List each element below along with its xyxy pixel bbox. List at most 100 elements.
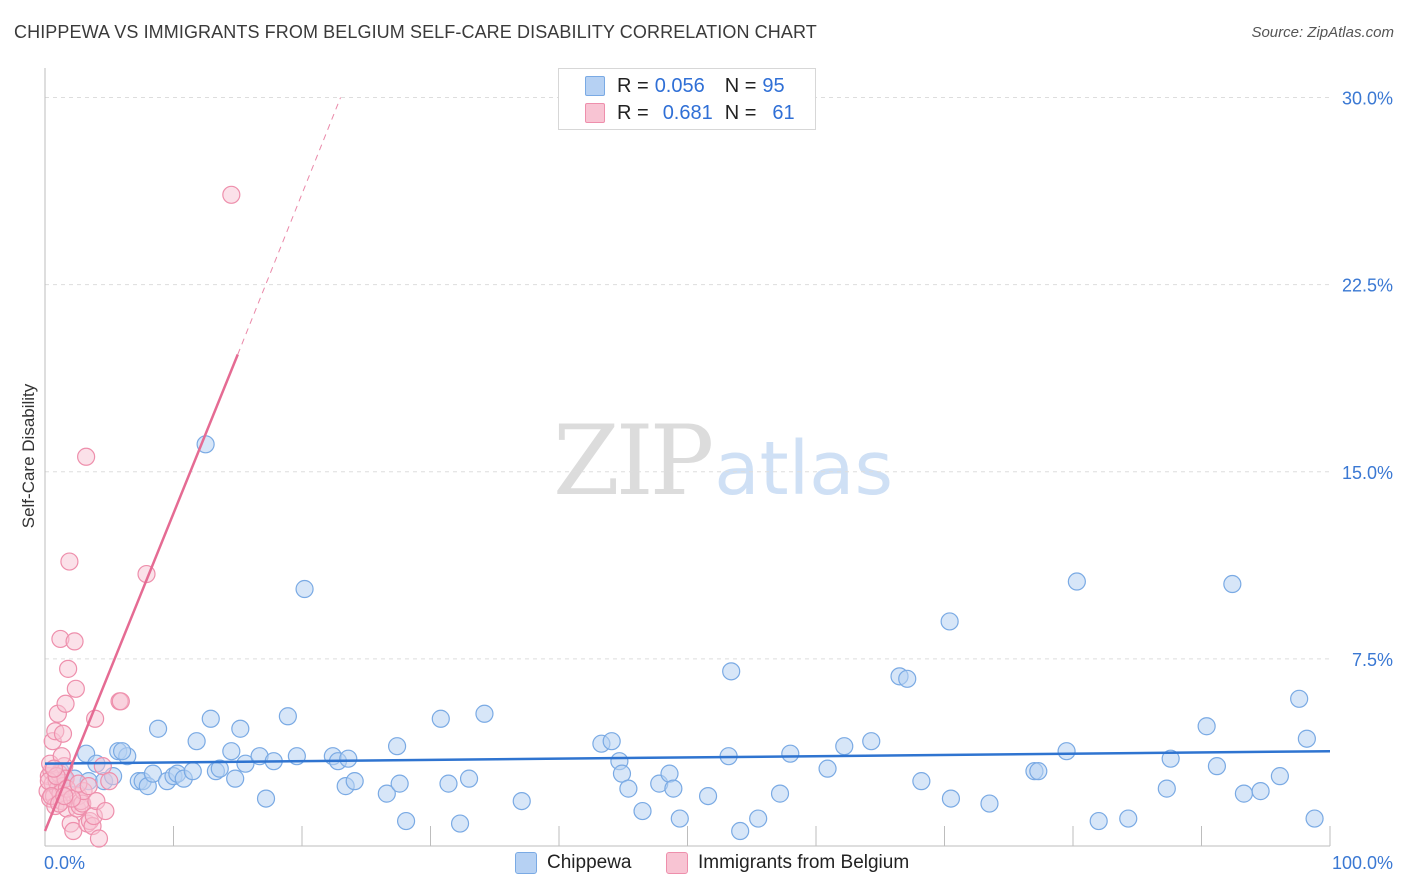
stats-legend: R = 0.056 N = 95 R = 0.681 N = 61: [558, 68, 816, 130]
chippewa-point: [660, 764, 679, 783]
belgium-point: [59, 659, 78, 678]
r-label: R =: [617, 74, 649, 97]
chippewa-point: [612, 764, 632, 783]
chippewa-point: [387, 737, 407, 756]
chippewa-point: [345, 772, 364, 791]
chippewa-point: [602, 732, 621, 751]
chippewa-point: [512, 791, 531, 811]
stats-legend-row-belgium: R = 0.681 N = 61: [585, 100, 795, 126]
chippewa-point: [148, 719, 168, 738]
chippewa-point: [390, 774, 409, 793]
belgium-point: [111, 692, 130, 711]
chippewa-point: [633, 801, 652, 821]
chart-title: CHIPPEWA VS IMMIGRANTS FROM BELGIUM SELF…: [14, 22, 817, 42]
y-axis-label: Self-Care Disability: [19, 383, 38, 528]
chippewa-point: [835, 737, 854, 756]
chippewa-point: [278, 707, 297, 726]
chippewa-point: [1207, 757, 1227, 776]
chippewa-point: [222, 742, 241, 761]
chippewa-point: [1223, 574, 1242, 594]
chippewa-point: [1157, 779, 1176, 798]
belgium-point: [66, 679, 85, 698]
chippewa-point: [295, 579, 314, 599]
belgium-point: [79, 777, 98, 796]
chippewa-point: [940, 612, 959, 631]
chippewa-point: [112, 742, 132, 761]
y-tick-label: 7.5%: [1352, 650, 1393, 670]
chippewa-point: [439, 774, 458, 793]
series-legend: Chippewa Immigrants from Belgium: [0, 850, 1406, 878]
belgium-point: [89, 829, 109, 848]
belgium-point: [53, 724, 73, 743]
chippewa-point: [941, 789, 961, 808]
chippewa-point: [1234, 784, 1254, 803]
x-tick-label-min: 0.0%: [44, 853, 85, 873]
chippewa-point: [862, 732, 881, 751]
chippewa-point: [749, 809, 768, 828]
n-label: N =: [724, 101, 757, 124]
chippewa-point: [450, 814, 470, 833]
belgium-trend-extension: [237, 97, 342, 355]
chippewa-point: [1057, 742, 1076, 761]
chippewa-point: [770, 784, 790, 803]
belgium-point: [60, 552, 79, 571]
y-tick-label: 22.5%: [1342, 276, 1393, 296]
belgium-trend-line: [43, 354, 239, 832]
source-label: Source: ZipAtlas.com: [1251, 24, 1394, 41]
chippewa-swatch: [585, 76, 605, 96]
belgium-point: [222, 185, 241, 204]
belgium-legend-swatch: [666, 852, 688, 874]
chippewa-point: [475, 704, 494, 723]
belgium-point: [56, 694, 75, 713]
chippewa-point: [912, 772, 931, 791]
chippewa-point: [1305, 809, 1324, 828]
chippewa-point: [722, 662, 741, 681]
belgium-point: [65, 632, 84, 651]
chippewa-point: [377, 784, 396, 803]
x-tick-label-max: 100.0%: [1332, 853, 1393, 873]
chippewa-point: [1029, 762, 1048, 781]
chippewa-point: [898, 669, 917, 688]
stats-legend-row-chippewa: R = 0.056 N = 95: [585, 73, 785, 99]
chippewa-point: [231, 719, 250, 738]
chippewa-point: [731, 821, 750, 841]
belgium-r-value: 0.681: [662, 101, 713, 124]
chippewa-trend-line: [44, 749, 1331, 765]
chippewa-point: [396, 811, 416, 831]
chippewa-point: [143, 764, 163, 783]
n-label: N =: [724, 74, 757, 97]
y-tick-label: 15.0%: [1342, 463, 1393, 483]
r-label: R =: [617, 101, 649, 124]
chippewa-point: [201, 709, 220, 728]
chippewa-point: [818, 759, 837, 778]
chippewa-point: [459, 769, 479, 788]
chippewa-point: [1270, 767, 1289, 786]
belgium-point: [64, 821, 83, 841]
belgium-point: [100, 772, 119, 791]
y-tick-label: 30.0%: [1342, 89, 1393, 109]
chippewa-point: [781, 744, 800, 763]
chippewa-point: [619, 779, 638, 798]
chippewa-point: [670, 809, 689, 828]
chippewa-point: [431, 709, 450, 728]
chippewa-point: [339, 749, 358, 768]
belgium-n-value: 61: [772, 101, 795, 124]
chippewa-point: [1290, 689, 1309, 708]
belgium-point: [77, 447, 96, 466]
chippewa-point: [226, 769, 245, 788]
belgium-point: [96, 801, 115, 821]
series-legend-belgium: Immigrants from Belgium: [666, 852, 909, 874]
chippewa-point: [698, 786, 718, 806]
series-legend-chippewa: Chippewa: [515, 852, 632, 874]
chippewa-point: [1297, 729, 1316, 748]
chippewa-point: [1197, 717, 1216, 736]
chippewa-point: [236, 754, 255, 773]
chippewa-r-value: 0.056: [654, 74, 705, 97]
chippewa-point: [1251, 782, 1270, 801]
chippewa-point: [1089, 811, 1108, 831]
chippewa-point: [1119, 809, 1138, 828]
chippewa-point: [980, 794, 999, 813]
chippewa-point: [187, 732, 206, 751]
belgium-legend-label: Immigrants from Belgium: [698, 852, 910, 873]
